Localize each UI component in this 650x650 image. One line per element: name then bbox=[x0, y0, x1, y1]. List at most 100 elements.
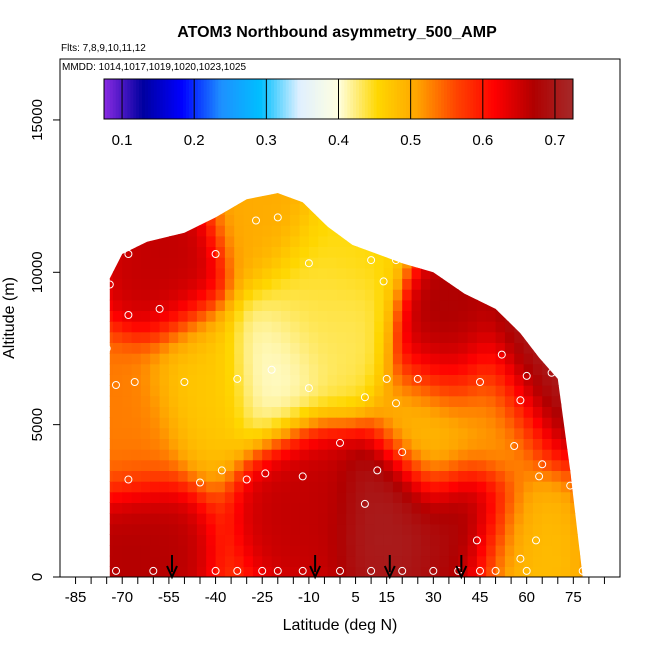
heatmap-cell bbox=[374, 385, 385, 397]
heatmap-cell bbox=[374, 267, 385, 279]
heatmap-cell bbox=[252, 342, 263, 354]
heatmap-cell bbox=[495, 385, 506, 397]
heatmap-cell bbox=[476, 321, 487, 333]
heatmap-cell bbox=[85, 300, 95, 311]
heatmap-cell bbox=[355, 566, 366, 577]
heatmap-cell bbox=[411, 193, 422, 194]
heatmap-cell bbox=[402, 449, 413, 461]
colorbar-segment bbox=[531, 79, 536, 119]
heatmap-cell bbox=[430, 513, 441, 525]
heatmap-cell bbox=[411, 406, 422, 418]
heatmap-cell bbox=[532, 534, 543, 546]
colorbar-segment bbox=[540, 79, 545, 119]
heatmap-cell bbox=[290, 289, 301, 301]
heatmap-cell bbox=[589, 214, 599, 225]
heatmap-cell bbox=[252, 491, 263, 503]
heatmap-cell bbox=[365, 172, 375, 183]
heatmap-cell bbox=[308, 566, 319, 577]
heatmap-cell bbox=[551, 203, 562, 215]
heatmap-cell bbox=[336, 481, 347, 493]
sample-point bbox=[196, 478, 204, 487]
heatmap-cell bbox=[290, 193, 301, 194]
heatmap-cell bbox=[430, 470, 441, 482]
heatmap-cell bbox=[448, 225, 459, 237]
heatmap-cell bbox=[476, 545, 487, 557]
heatmap-cell bbox=[299, 459, 310, 471]
heatmap-cell bbox=[467, 214, 478, 226]
heatmap-cell bbox=[178, 534, 189, 546]
heatmap-cell bbox=[252, 417, 263, 429]
heatmap-cell bbox=[243, 385, 254, 397]
heatmap-cell bbox=[383, 459, 394, 471]
heatmap-cell bbox=[112, 555, 123, 567]
heatmap-cell bbox=[458, 214, 469, 226]
heatmap-cell bbox=[196, 193, 207, 194]
heatmap-cell bbox=[243, 289, 254, 301]
heatmap-cell bbox=[252, 534, 263, 546]
heatmap-cell bbox=[140, 278, 151, 290]
heatmap-cell bbox=[85, 204, 95, 215]
heatmap-cell bbox=[112, 513, 123, 525]
heatmap-cell bbox=[411, 513, 422, 525]
x-tick-label: -70 bbox=[111, 589, 133, 606]
heatmap-cell bbox=[551, 214, 562, 226]
heatmap-cell bbox=[514, 321, 525, 333]
heatmap-cell bbox=[514, 172, 524, 183]
heatmap-cell bbox=[94, 470, 104, 481]
heatmap-cell bbox=[160, 161, 170, 172]
heatmap-cell bbox=[140, 299, 151, 311]
heatmap-cell bbox=[94, 289, 104, 300]
heatmap-cell bbox=[514, 299, 525, 311]
heatmap-cell bbox=[467, 246, 478, 258]
heatmap-cell bbox=[215, 534, 226, 546]
heatmap-cell bbox=[448, 449, 459, 461]
heatmap-field bbox=[85, 161, 599, 577]
heatmap-cell bbox=[140, 566, 151, 577]
heatmap-cell bbox=[392, 235, 403, 247]
heatmap-cell bbox=[383, 491, 394, 503]
heatmap-cell bbox=[411, 566, 422, 577]
heatmap-cell bbox=[560, 470, 571, 482]
heatmap-cell bbox=[504, 193, 515, 205]
heatmap-cell bbox=[196, 203, 207, 215]
sample-point bbox=[112, 566, 120, 575]
heatmap-cell bbox=[109, 449, 114, 461]
heatmap-cell bbox=[290, 225, 301, 237]
heatmap-cell bbox=[467, 299, 478, 311]
heatmap-cell bbox=[85, 364, 95, 375]
heatmap-cell bbox=[168, 321, 179, 333]
colorbar-segment bbox=[265, 79, 269, 119]
heatmap-cell bbox=[439, 502, 450, 514]
heatmap-cell bbox=[579, 470, 583, 482]
heatmap-cell bbox=[486, 385, 497, 397]
heatmap-cell bbox=[206, 534, 217, 546]
heatmap-cell bbox=[439, 534, 450, 546]
heatmap-cell bbox=[122, 353, 133, 365]
heatmap-cell bbox=[514, 289, 525, 301]
heatmap-cell bbox=[439, 225, 450, 237]
heatmap-cell bbox=[551, 459, 562, 471]
heatmap-cell bbox=[430, 449, 441, 461]
heatmap-cell bbox=[290, 502, 301, 514]
heatmap-cell bbox=[392, 502, 403, 514]
heatmap-cell bbox=[187, 246, 198, 258]
heatmap-cell bbox=[495, 459, 506, 471]
heatmap-cell bbox=[131, 299, 142, 311]
heatmap-cell bbox=[420, 545, 431, 557]
heatmap-cell bbox=[439, 299, 450, 311]
heatmap-cell bbox=[495, 267, 506, 279]
heatmap-cell bbox=[560, 449, 571, 461]
heatmap-cell bbox=[402, 342, 413, 354]
heatmap-cell bbox=[140, 449, 151, 461]
heatmap-cell bbox=[234, 289, 245, 301]
heatmap-cell bbox=[570, 161, 580, 172]
colorbar-segment bbox=[191, 79, 196, 119]
heatmap-cell bbox=[271, 406, 282, 418]
heatmap-cell bbox=[402, 406, 413, 418]
heatmap-cell bbox=[374, 161, 384, 172]
heatmap-cell bbox=[280, 289, 291, 301]
heatmap-cell bbox=[187, 406, 198, 418]
heatmap-cell bbox=[299, 406, 310, 418]
heatmap-cell bbox=[206, 363, 217, 375]
heatmap-cell bbox=[420, 353, 431, 365]
